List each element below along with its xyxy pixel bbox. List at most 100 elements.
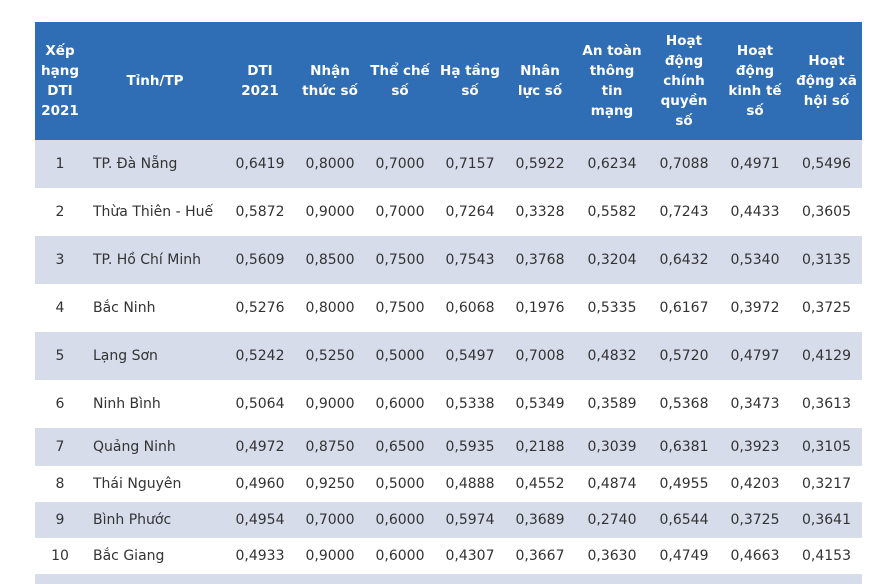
infrastructure-cell: 0,7543: [445, 252, 495, 268]
dti-cell: 0,6419: [235, 156, 285, 172]
economy-cell: 0,4971: [730, 156, 780, 172]
header-digital-infrastructure: Hạ tầng số: [435, 22, 505, 140]
rank-cell: 1: [55, 156, 65, 172]
government-cell: 0,5720: [659, 348, 709, 364]
security-cell: 0,3039: [587, 439, 637, 455]
security-cell: 0,2740: [587, 512, 637, 528]
dti-cell: 0,4933: [235, 548, 285, 564]
society-cell: 0,4153: [802, 548, 851, 564]
infrastructure-cell: 0,5497: [445, 348, 495, 364]
table-row: 3 TP. Hồ Chí Minh 0,5609 0,8500 0,7500 0,7543…: [35, 236, 862, 284]
province-cell: Bắc Giang: [93, 548, 165, 564]
awareness-cell: 0,7000: [305, 512, 355, 528]
security-cell: 0,4832: [587, 348, 637, 364]
institution-cell: 0,6000: [375, 512, 425, 528]
institution-cell: 0,5000: [375, 348, 425, 364]
government-cell: 0,6544: [659, 512, 709, 528]
province-cell: Quảng Ninh: [93, 439, 176, 455]
government-cell: 0,7243: [659, 204, 709, 220]
government-cell: 0,6381: [659, 439, 709, 455]
header-digital-economy-label: Hoạt động kinh tế số: [728, 43, 782, 119]
infrastructure-cell: 0,7157: [445, 156, 495, 172]
security-cell: 0,3589: [587, 396, 637, 412]
economy-cell: 0,5340: [730, 252, 780, 268]
infrastructure-cell: 0,5974: [445, 512, 495, 528]
workforce-cell: 0,4552: [515, 476, 565, 492]
table-header: Xếp hạng DTI 2021 Tỉnh/TP DTI 2021 Nhận thứ…: [35, 22, 862, 140]
rank-cell: 10: [51, 548, 69, 564]
awareness-cell: 0,8750: [305, 439, 355, 455]
rank-cell: 6: [55, 396, 65, 412]
dti-cell: 0,4954: [235, 512, 285, 528]
society-cell: 0,3613: [802, 396, 851, 412]
header-digital-society: Hoạt động xã hội số: [791, 22, 862, 140]
security-cell: 0,5335: [587, 300, 637, 316]
economy-cell: 0,4203: [730, 476, 780, 492]
society-cell: 0,3605: [802, 204, 851, 220]
province-cell: Thái Nguyên: [93, 476, 182, 492]
government-cell: 0,6432: [659, 252, 709, 268]
institution-cell: 0,7000: [375, 204, 425, 220]
institution-cell: 0,6500: [375, 439, 425, 455]
security-cell: 0,5582: [587, 204, 637, 220]
header-digital-awareness: Nhận thức số: [295, 22, 365, 140]
header-digital-government-label: Hoạt động chính quyền số: [660, 33, 708, 129]
header-digital-infrastructure-label: Hạ tầng số: [440, 63, 500, 99]
institution-cell: 0,6000: [375, 396, 425, 412]
province-cell: Lạng Sơn: [93, 348, 158, 364]
society-cell: 0,5496: [802, 156, 851, 172]
society-cell: 0,3135: [802, 252, 851, 268]
awareness-cell: 0,5250: [305, 348, 355, 364]
header-province: Tỉnh/TP: [85, 22, 225, 140]
institution-cell: 0,7500: [375, 252, 425, 268]
government-cell: 0,6167: [659, 300, 709, 316]
province-cell: TP. Đà Nẵng: [93, 156, 178, 172]
dti-cell: 0,5242: [235, 348, 285, 364]
security-cell: 0,3204: [587, 252, 637, 268]
header-province-label: Tỉnh/TP: [126, 73, 184, 89]
awareness-cell: 0,9000: [305, 396, 355, 412]
table-row: 2 Thừa Thiên - Huế 0,5872 0,9000 0,7000 0,726…: [35, 188, 862, 236]
header-cyber-security: An toàn thông tin mạng: [575, 22, 649, 140]
table-row: 7 Quảng Ninh 0,4972 0,8750 0,6500 0,5935 0,218…: [35, 428, 862, 466]
header-rank-label: Xếp hạng DTI 2021: [41, 43, 79, 119]
institution-cell: 0,7000: [375, 156, 425, 172]
workforce-cell: 0,7008: [515, 348, 565, 364]
rank-cell: 7: [55, 439, 65, 455]
header-digital-awareness-label: Nhận thức số: [302, 63, 358, 99]
awareness-cell: 0,8500: [305, 252, 355, 268]
economy-cell: 0,3473: [730, 396, 780, 412]
header-dti-label: DTI 2021: [241, 63, 279, 99]
infrastructure-cell: 0,4888: [445, 476, 495, 492]
workforce-cell: 0,3667: [515, 548, 565, 564]
security-cell: 0,4874: [587, 476, 637, 492]
table-row: 1 TP. Đà Nẵng 0,6419 0,8000 0,7000 0,7157 0,59…: [35, 140, 862, 188]
dti-cell: 0,4972: [235, 439, 285, 455]
government-cell: 0,4749: [659, 548, 709, 564]
workforce-cell: 0,5349: [515, 396, 565, 412]
infrastructure-cell: 0,5338: [445, 396, 495, 412]
workforce-cell: 0,3328: [515, 204, 565, 220]
awareness-cell: 0,8000: [305, 156, 355, 172]
government-cell: 0,7088: [659, 156, 709, 172]
society-cell: 0,3105: [802, 439, 851, 455]
dti-cell: 0,5064: [235, 396, 285, 412]
table-row: 6 Ninh Bình 0,5064 0,9000 0,6000 0,5338 0,5349…: [35, 380, 862, 428]
institution-cell: 0,6000: [375, 548, 425, 564]
awareness-cell: 0,9000: [305, 548, 355, 564]
province-cell: Ninh Bình: [93, 396, 161, 412]
society-cell: 0,4129: [802, 348, 851, 364]
institution-cell: 0,5000: [375, 476, 425, 492]
infrastructure-cell: 0,4307: [445, 548, 495, 564]
province-cell: Bình Phước: [93, 512, 172, 528]
infrastructure-cell: 0,7264: [445, 204, 495, 220]
header-digital-economy: Hoạt động kinh tế số: [719, 22, 791, 140]
province-cell: Bắc Ninh: [93, 300, 156, 316]
economy-cell: 0,3972: [730, 300, 780, 316]
header-digital-institution-label: Thể chế số: [370, 63, 430, 99]
table-row: 5 Lạng Sơn 0,5242 0,5250 0,5000 0,5497 0,7008 0…: [35, 332, 862, 380]
society-cell: 0,3725: [802, 300, 851, 316]
dti-cell: 0,5609: [235, 252, 285, 268]
government-cell: 0,5368: [659, 396, 709, 412]
header-digital-government: Hoạt động chính quyền số: [649, 22, 719, 140]
